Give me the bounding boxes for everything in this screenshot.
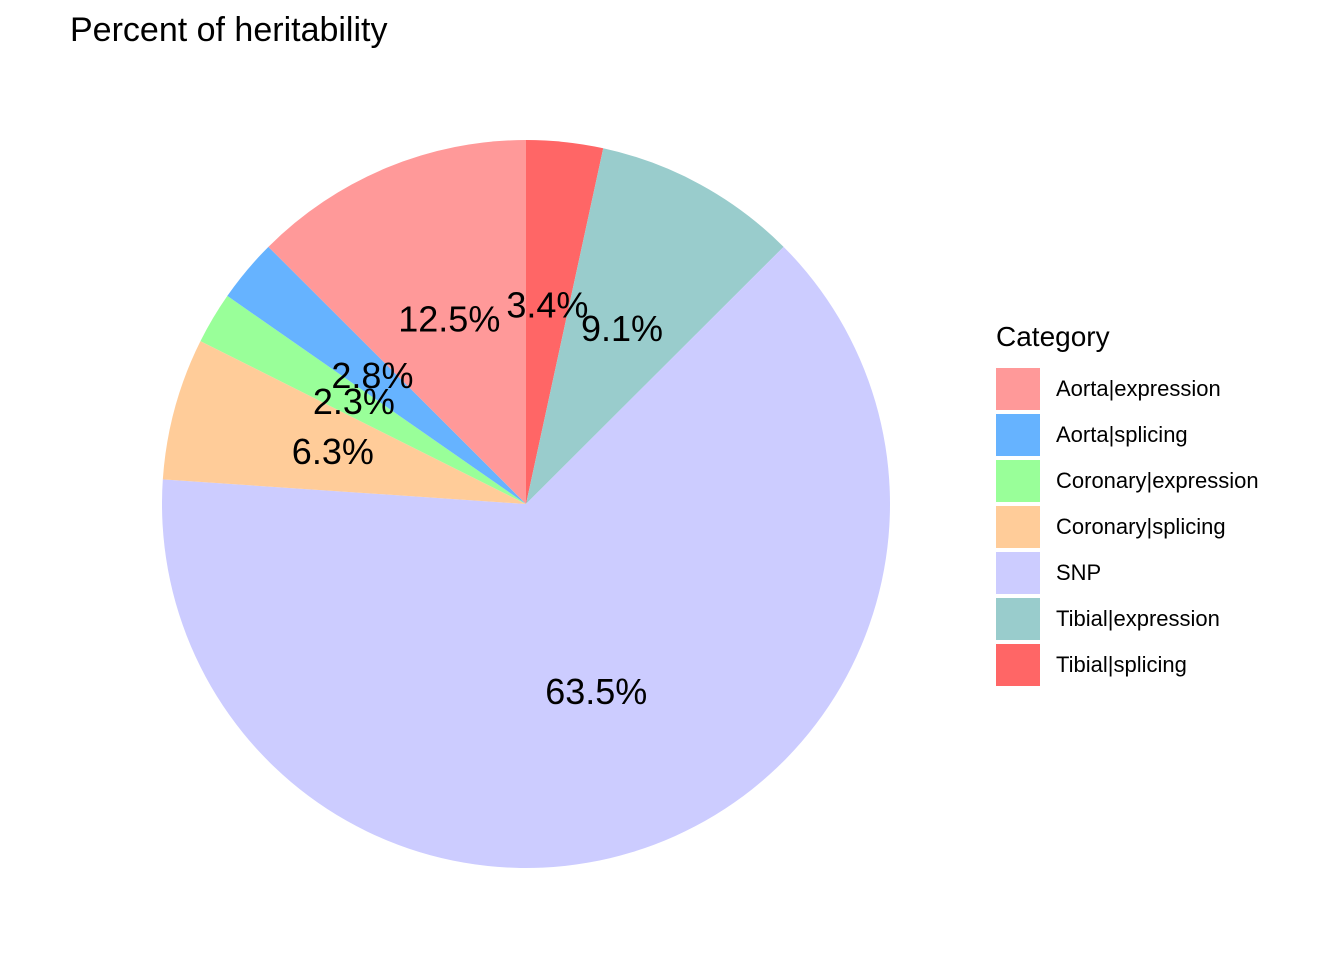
pie-slice bbox=[162, 341, 526, 504]
pie-slice bbox=[526, 148, 784, 505]
slice-label: 9.1% bbox=[581, 308, 663, 349]
legend: Category Aorta|expression Aorta|splicing C… bbox=[996, 320, 1259, 688]
legend-key bbox=[996, 506, 1040, 548]
pie-slices bbox=[161, 140, 890, 869]
pie-slice bbox=[268, 140, 526, 504]
legend-key bbox=[996, 598, 1040, 640]
pie-labels: 3.4%9.1% 63.5% 6.3% 2.3%2.8% 12.5% bbox=[292, 284, 663, 712]
pie-slice bbox=[526, 140, 604, 504]
legend-item: Aorta|splicing bbox=[996, 412, 1259, 458]
legend-item: Tibial|expression bbox=[996, 596, 1259, 642]
legend-item: Tibial|splicing bbox=[996, 642, 1259, 688]
legend-label: Coronary|expression bbox=[1056, 468, 1259, 493]
legend-key bbox=[996, 368, 1040, 410]
pie-slice bbox=[161, 246, 890, 869]
slice-label: 6.3% bbox=[292, 431, 374, 472]
legend-label: Tibial|expression bbox=[1056, 606, 1220, 631]
slice-label: 63.5% bbox=[545, 671, 647, 712]
chart-title: Percent of heritability bbox=[70, 11, 388, 49]
legend-key bbox=[996, 644, 1040, 686]
legend-item: Coronary|expression bbox=[996, 458, 1259, 504]
legend-label: Aorta|expression bbox=[1056, 376, 1221, 401]
legend-key bbox=[996, 552, 1040, 594]
pie-slice bbox=[200, 295, 526, 504]
legend-key bbox=[996, 460, 1040, 502]
legend-label: Coronary|splicing bbox=[1056, 514, 1226, 539]
slice-label: 2.3% bbox=[313, 381, 395, 422]
legend-item: Aorta|expression bbox=[996, 366, 1259, 412]
legend-item: SNP bbox=[996, 550, 1259, 596]
slice-label: 2.8% bbox=[331, 355, 413, 396]
legend-title: Category bbox=[996, 321, 1110, 352]
slice-label: 12.5% bbox=[398, 299, 500, 340]
legend-key bbox=[996, 414, 1040, 456]
pie-slice bbox=[227, 246, 526, 504]
legend-label: SNP bbox=[1056, 560, 1102, 585]
legend-label: Tibial|splicing bbox=[1056, 652, 1187, 677]
slice-label: 3.4% bbox=[506, 284, 588, 325]
legend-items: Aorta|expression Aorta|splicing Coronary|e… bbox=[996, 366, 1259, 688]
legend-item: Coronary|splicing bbox=[996, 504, 1259, 550]
legend-label: Aorta|splicing bbox=[1056, 422, 1188, 447]
